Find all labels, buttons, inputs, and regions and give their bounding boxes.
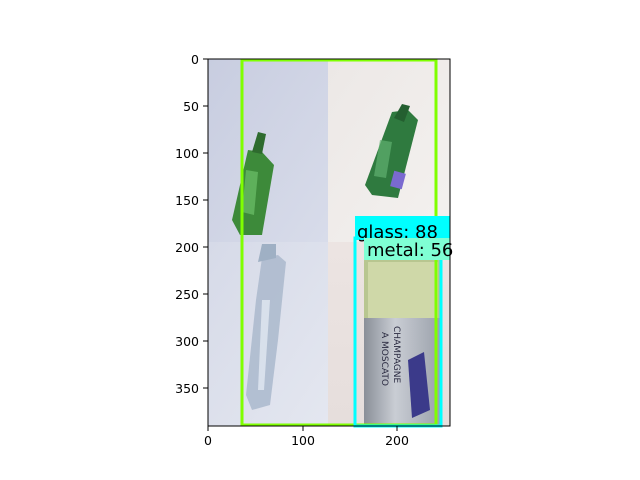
y-axis: 0 50 100 150 200 250 300 350: [175, 52, 208, 396]
detection-label-glass: glass: 88: [355, 216, 450, 243]
photo-composite: A MOSCATO CHAMPAGNE: [208, 59, 450, 426]
x-tick-label: 0: [204, 433, 212, 448]
y-tick-label: 100: [175, 146, 199, 161]
x-tick-label: 200: [385, 433, 409, 448]
x-tick-label: 100: [291, 433, 315, 448]
detection-label-metal-text: metal: 56: [367, 240, 453, 261]
axes-frame: [207, 58, 451, 427]
y-tick-label: 300: [175, 334, 199, 349]
x-axis: 0 100 200: [204, 426, 409, 448]
moscato-bottle: A MOSCATO CHAMPAGNE: [364, 255, 442, 426]
y-tick-label: 350: [175, 381, 199, 396]
y-tick-label: 250: [175, 287, 199, 302]
clear-bottle: [246, 244, 286, 410]
svg-text:CHAMPAGNE: CHAMPAGNE: [391, 326, 401, 384]
y-tick-label: 150: [175, 193, 199, 208]
y-tick-label: 0: [191, 52, 199, 67]
green-bottle-2: [365, 104, 418, 198]
y-tick-label: 50: [183, 99, 199, 114]
detection-label-metal: metal: 56: [364, 238, 453, 261]
photo-tile-top-left: [208, 59, 328, 242]
svg-text:A MOSCATO: A MOSCATO: [379, 332, 389, 386]
detection-label-glass-text: glass: 88: [357, 222, 438, 243]
y-tick-label: 200: [175, 240, 199, 255]
